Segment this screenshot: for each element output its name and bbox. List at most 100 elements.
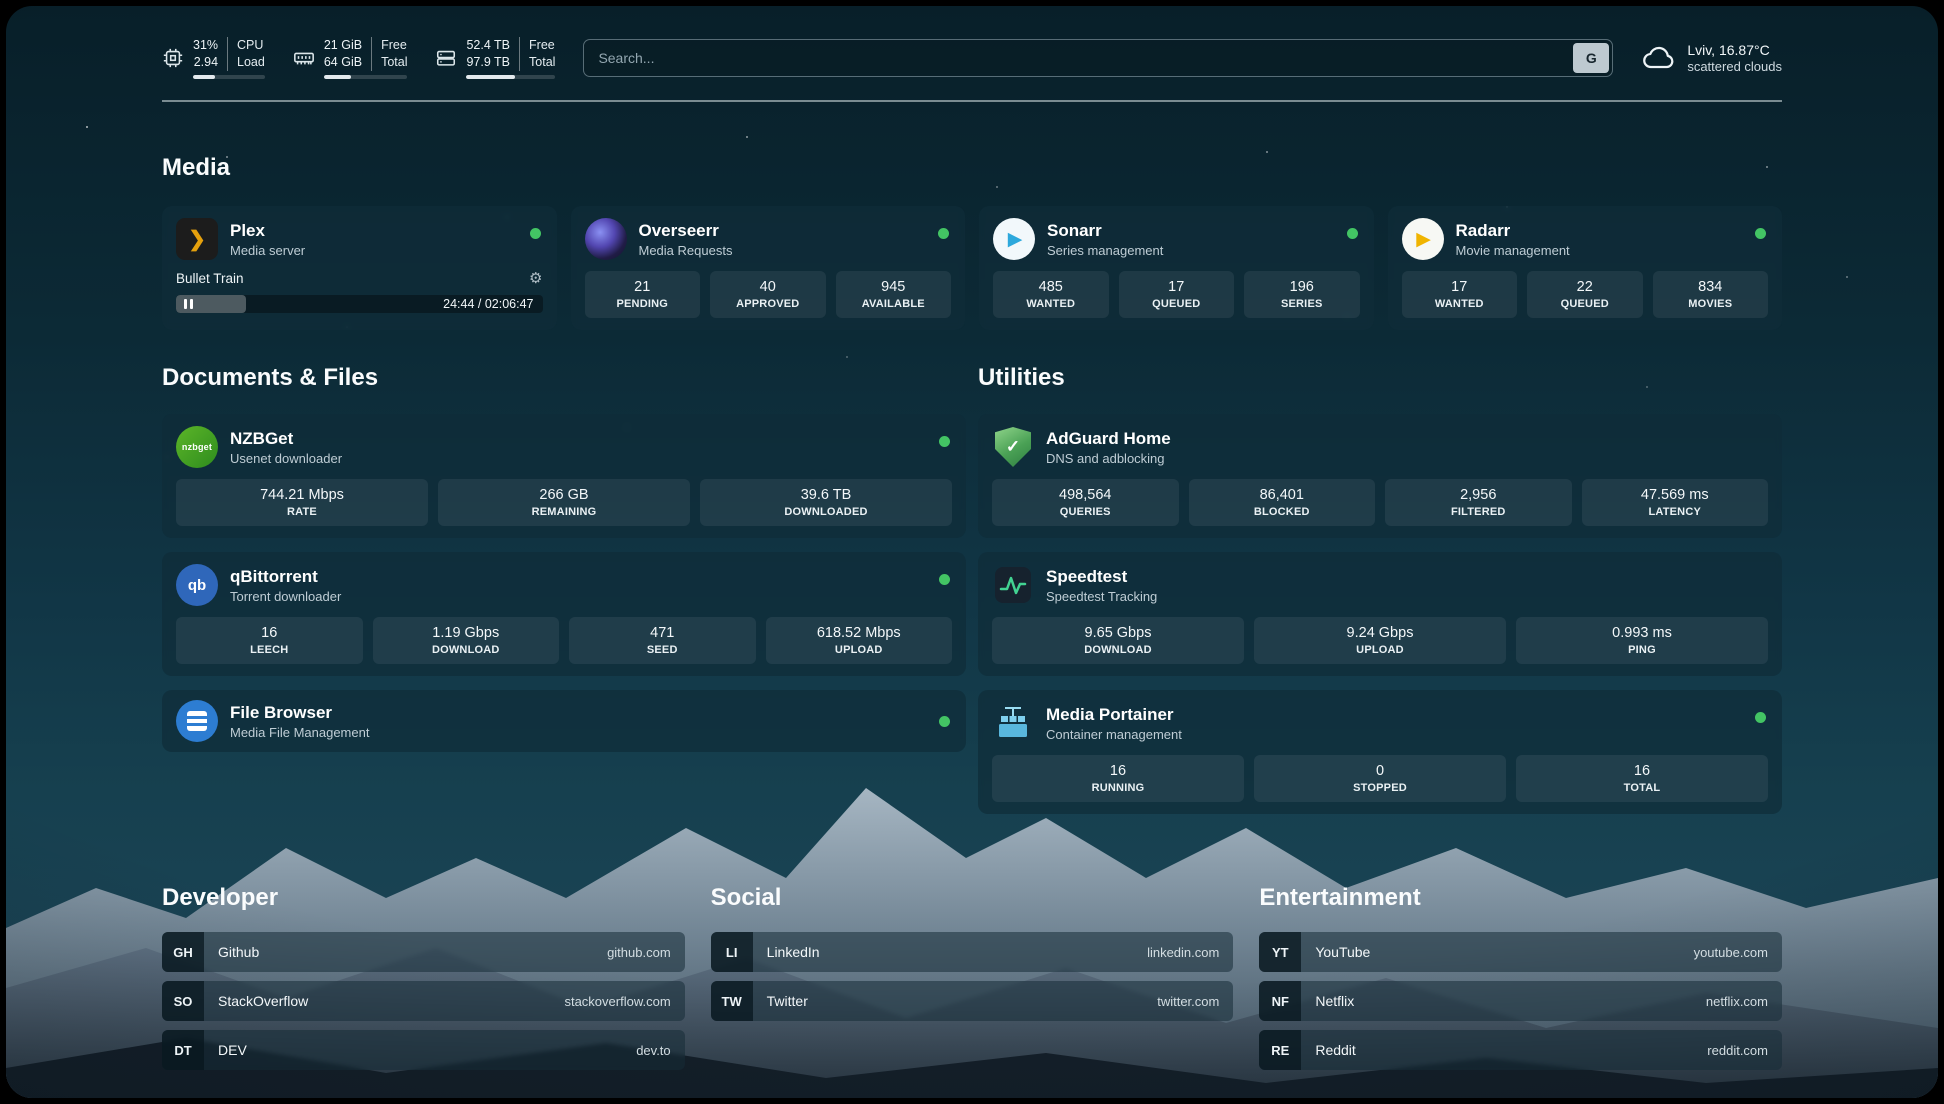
stat-label: UPLOAD xyxy=(1356,644,1404,656)
bookmark-linkedin[interactable]: LI LinkedIn linkedin.com xyxy=(710,932,1234,972)
portainer-subtitle: Container management xyxy=(1046,726,1182,742)
bookmark-netflix[interactable]: NF Netflix netflix.com xyxy=(1259,981,1782,1021)
bookmark-dev[interactable]: DT DEV dev.to xyxy=(162,1030,685,1070)
plex-status-dot xyxy=(529,228,541,239)
ram-bar-fill xyxy=(323,74,352,79)
radarr-card[interactable]: ▶ Radarr Movie management 17 WANTED 22 QUE… xyxy=(1387,206,1782,330)
stat-label: RUNNING xyxy=(1091,782,1145,794)
section-title-developer: Developer xyxy=(162,884,279,911)
filebrowser-card[interactable]: File Browser Media File Management xyxy=(162,690,966,752)
bookmark-url: github.com xyxy=(607,944,671,960)
speedtest-subtitle: Speedtest Tracking xyxy=(1046,588,1158,604)
adguard-card[interactable]: ✓ AdGuard Home DNS and adblocking 498,56… xyxy=(978,414,1782,538)
overseerr-icon xyxy=(584,218,627,260)
stat-label: WANTED xyxy=(1026,298,1076,310)
bookmark-name: LinkedIn xyxy=(766,944,820,960)
search-engine-button[interactable]: G xyxy=(1573,43,1610,73)
stat-label: DOWNLOAD xyxy=(431,644,500,656)
stat-box: 17 QUEUED xyxy=(1118,271,1234,318)
sonarr-card[interactable]: ▶ Sonarr Series management 485 WANTED 17 Q… xyxy=(979,206,1374,330)
gear-icon[interactable]: ⚙ xyxy=(529,270,543,287)
stat-box: 40 APPROVED xyxy=(710,271,826,318)
ram-bar xyxy=(323,74,408,79)
stat-value: 16 xyxy=(261,625,278,641)
stat-box: 471 SEED xyxy=(569,617,756,664)
stat-value: 17 xyxy=(1168,279,1185,295)
sonarr-name: Sonarr xyxy=(1047,220,1102,240)
stars-decor xyxy=(86,126,88,128)
stat-value: 0 xyxy=(1375,763,1385,779)
overseerr-card[interactable]: Overseerr Media Requests 21 PENDING 40 APP… xyxy=(570,206,965,330)
section-title-entertainment: Entertainment xyxy=(1259,884,1421,911)
bookmark-reddit[interactable]: RE Reddit reddit.com xyxy=(1259,1030,1782,1070)
cloud-icon xyxy=(1643,46,1674,69)
twitter-badge: TW xyxy=(710,981,753,1021)
stat-box: 945 AVAILABLE xyxy=(835,271,951,318)
search-input[interactable] xyxy=(584,40,1571,76)
bookmark-url: netflix.com xyxy=(1705,993,1768,1009)
stat-value: 39.6 TB xyxy=(800,487,852,503)
cpu-percent: 31% xyxy=(193,38,219,53)
developer-column: Developer GH Github github.com SO StackO… xyxy=(162,884,685,1079)
stat-value: 21 xyxy=(634,279,651,295)
stat-label: BLOCKED xyxy=(1253,506,1310,518)
stat-value: 945 xyxy=(881,279,906,295)
stat-box: 16 RUNNING xyxy=(992,755,1244,802)
stat-label: FILTERED xyxy=(1450,506,1506,518)
disk-total-value: 97.9 TB xyxy=(466,55,511,69)
stat-label: STOPPED xyxy=(1353,782,1407,794)
portainer-card[interactable]: Media Portainer Container management 16 R… xyxy=(978,690,1782,814)
github-badge: GH xyxy=(162,932,204,972)
stat-label: UPLOAD xyxy=(834,644,883,656)
stat-box: 21 PENDING xyxy=(584,271,700,318)
bookmark-name: StackOverflow xyxy=(218,993,309,1009)
stat-value: 40 xyxy=(759,279,776,295)
cpu-load-value: 2.94 xyxy=(193,55,219,69)
qbittorrent-card[interactable]: qb qBittorrent Torrent downloader 16 LEEC… xyxy=(162,552,966,676)
bookmark-youtube[interactable]: YT YouTube youtube.com xyxy=(1259,932,1782,972)
cpu-load-label: Load xyxy=(237,55,265,69)
sonarr-subtitle: Series management xyxy=(1047,242,1164,258)
plex-card[interactable]: ❯ Plex Media server Bullet Train ⚙ 24:44… xyxy=(162,206,557,330)
stat-box: 485 WANTED xyxy=(993,271,1109,318)
plex-name: Plex xyxy=(230,220,265,240)
speedtest-card[interactable]: Speedtest Speedtest Tracking 9.65 Gbps DO… xyxy=(978,552,1782,676)
bookmark-name: Github xyxy=(218,944,260,960)
adguard-check-glyph: ✓ xyxy=(1005,437,1021,456)
stat-label: PENDING xyxy=(616,298,669,310)
speedtest-name: Speedtest xyxy=(1046,566,1128,586)
bookmark-stackoverflow[interactable]: SO StackOverflow stackoverflow.com xyxy=(162,981,685,1021)
stat-value: 16 xyxy=(1109,763,1127,779)
radarr-subtitle: Movie management xyxy=(1455,242,1570,258)
stat-label: TOTAL xyxy=(1623,782,1661,794)
stat-box: 47.569 ms LATENCY xyxy=(1581,479,1768,526)
section-title-utilities: Utilities xyxy=(978,364,1065,391)
radarr-status-dot xyxy=(1755,228,1766,239)
stat-value: 2,956 xyxy=(1460,487,1497,503)
utilities-column: Utilities ✓ AdGuard Home DNS and adblock… xyxy=(978,364,1782,828)
stat-value: 196 xyxy=(1289,279,1314,295)
ram-total-value: 64 GiB xyxy=(323,55,363,69)
bookmark-name: Reddit xyxy=(1315,1042,1356,1058)
plex-progress-bar[interactable]: 24:44 / 02:06:47 xyxy=(176,295,543,313)
media-grid: ❯ Plex Media server Bullet Train ⚙ 24:44… xyxy=(162,206,1782,330)
bookmark-twitter[interactable]: TW Twitter twitter.com xyxy=(710,981,1234,1021)
entertainment-column: Entertainment YT YouTube youtube.com NF … xyxy=(1259,884,1782,1079)
stat-value: 744.21 Mbps xyxy=(260,487,344,503)
stat-box: 0.993 ms PING xyxy=(1516,617,1768,664)
stat-value: 17 xyxy=(1451,279,1468,295)
plex-progress-fill xyxy=(176,295,246,313)
pause-icon[interactable] xyxy=(184,299,193,309)
bookmark-url: stackoverflow.com xyxy=(564,993,671,1009)
disk-widget: 52.4 TB 97.9 TB Free Total xyxy=(435,37,556,79)
youtube-badge: YT xyxy=(1259,932,1302,972)
documents-column: Documents & Files nzbget NZBGet Usenet d… xyxy=(162,364,966,828)
stat-box: 39.6 TB DOWNLOADED xyxy=(700,479,952,526)
stat-box: 266 GB REMAINING xyxy=(438,479,690,526)
nzbget-status-dot xyxy=(939,436,950,447)
bookmark-github[interactable]: GH Github github.com xyxy=(162,932,685,972)
plex-icon: ❯ xyxy=(176,218,218,260)
stat-label: PING xyxy=(1628,644,1656,656)
nzbget-card[interactable]: nzbget NZBGet Usenet downloader 744.21 M… xyxy=(162,414,966,538)
qbittorrent-name: qBittorrent xyxy=(230,566,318,586)
